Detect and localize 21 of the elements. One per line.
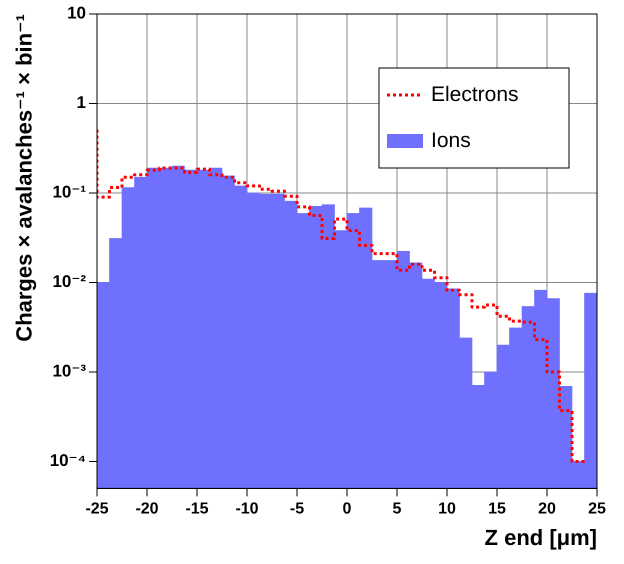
legend-label: Ions [431,128,471,152]
x-axis-title: Z end [μm] [484,524,597,550]
x-tick-label: -15 [185,500,209,518]
x-tick-label: -5 [290,500,304,518]
x-tick-label: -10 [235,500,259,518]
x-tick-label: 10 [438,500,456,518]
x-tick-label: -20 [135,500,159,518]
x-tick-label: 0 [342,500,352,518]
y-tick-label: 10⁻¹ [52,182,86,202]
y-axis-title: Charges × avalanches⁻¹ × bin⁻¹ [11,14,36,342]
legend-label: Electrons [431,82,519,106]
y-tick-label: 10 [67,4,86,23]
y-tick-label: 10⁻³ [52,362,86,381]
y-tick-label: 1 [76,93,86,112]
x-tick-label: 20 [538,500,556,518]
x-tick-label: 25 [588,500,606,518]
x-tick-label: -25 [85,500,109,518]
x-tick-label: 15 [488,500,506,518]
y-tick-label: 10⁻² [52,272,86,292]
x-tick-label: 5 [392,500,402,518]
y-tick-label: 10⁻⁴ [50,451,86,470]
